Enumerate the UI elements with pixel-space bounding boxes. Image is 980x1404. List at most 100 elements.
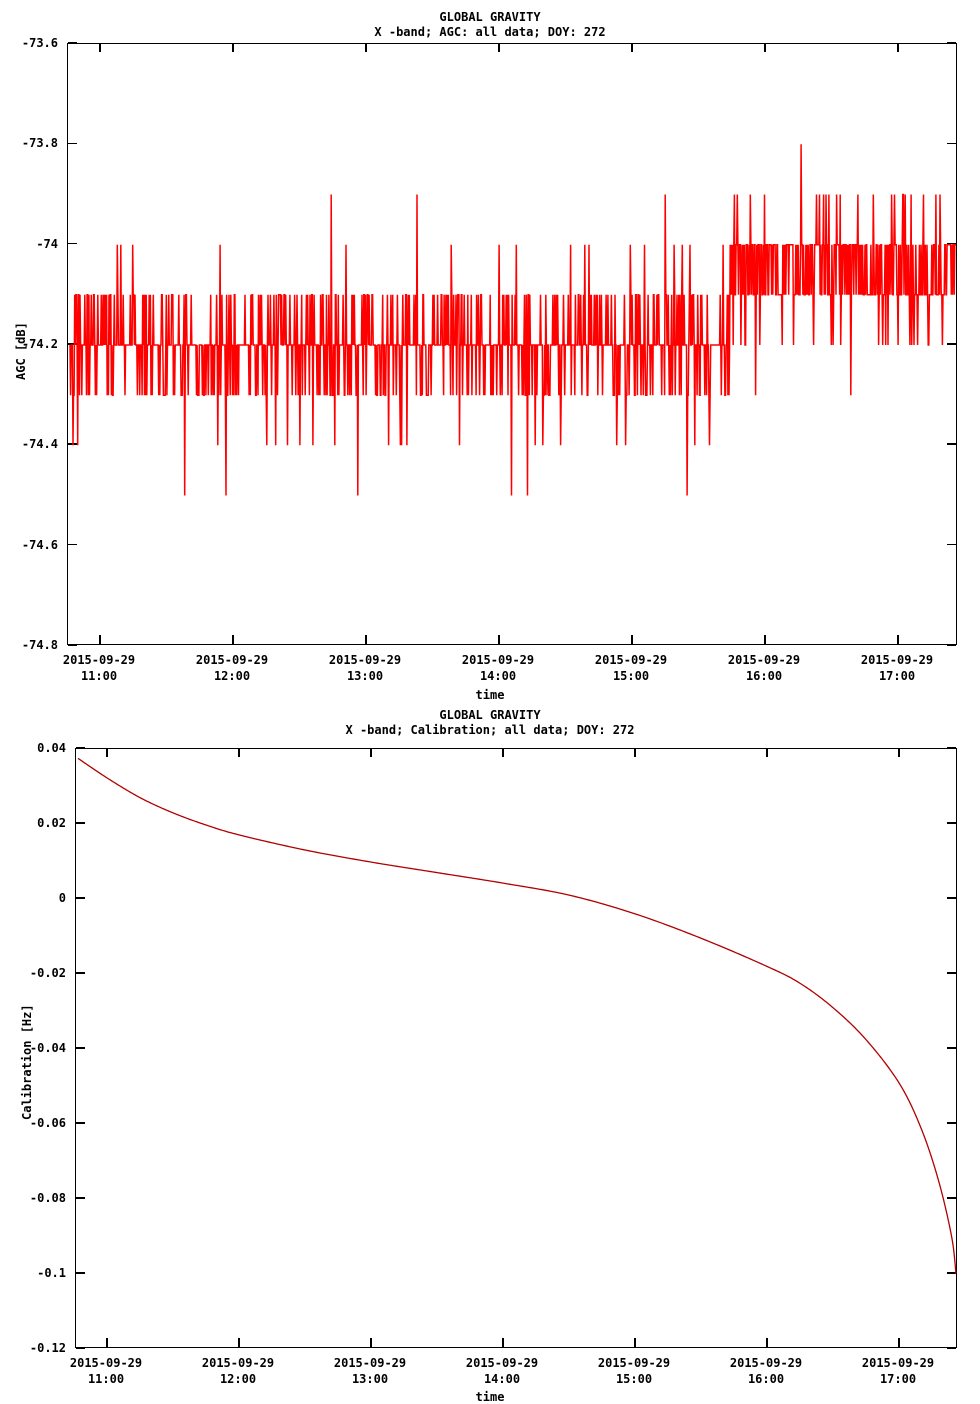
agc-ytick-mark-3	[68, 343, 77, 345]
cal-series-line	[77, 757, 957, 1275]
cal-ytick-label-3: -0.02	[29, 966, 66, 980]
agc-ytick-mark-6	[68, 644, 77, 646]
cal-xtick-date-6: 2015-09-29	[861, 1356, 935, 1370]
cal-xtick-mark-5	[766, 1338, 768, 1347]
cal-ytick-mark-4	[76, 1047, 85, 1049]
cal-xaxis-title: time	[475, 1390, 505, 1404]
cal-xtick-mark-0	[106, 1338, 108, 1347]
cal-xtick-date-4: 2015-09-29	[597, 1356, 671, 1370]
agc-data-canvas	[69, 144, 956, 496]
agc-title-sub: X -band; AGC: all data; DOY: 272	[374, 25, 606, 39]
agc-xtick-date-5: 2015-09-29	[727, 653, 801, 667]
agc-ytick-mark-right-4	[947, 443, 956, 445]
agc-ytick-mark-right-2	[947, 242, 956, 245]
agc-title-block: GLOBAL GRAVITY X -band; AGC: all data; D…	[0, 10, 980, 40]
cal-xtick-label-6: 2015-09-29 17:00	[828, 1355, 968, 1387]
cal-data-canvas	[77, 757, 957, 1275]
cal-ytick-mark-right-1	[947, 822, 956, 824]
agc-xtick-mark-5	[764, 635, 766, 644]
cal-xtick-mark-top-1	[238, 748, 240, 757]
agc-xtick-mark-top-2	[365, 43, 367, 52]
cal-ytick-mark-0	[76, 747, 85, 749]
cal-ytick-mark-3	[76, 972, 85, 974]
agc-xtick-label-4: 2015-09-29 15:00	[561, 652, 701, 684]
agc-ytick-label-5: -74.6	[21, 537, 58, 552]
cal-ytick-mark-right-4	[947, 1047, 956, 1049]
agc-xtick-time-5: 16:00	[745, 669, 783, 683]
cal-xtick-label-0: 2015-09-29 11:00	[36, 1355, 176, 1387]
agc-xtick-date-1: 2015-09-29	[195, 653, 269, 667]
cal-ytick-mark-5	[76, 1122, 85, 1124]
cal-xtick-mark-top-3	[502, 748, 504, 757]
agc-xtick-time-1: 12:00	[213, 669, 251, 683]
agc-ytick-mark-2	[68, 242, 77, 245]
agc-ytick-label-3: -74.2	[21, 336, 58, 351]
cal-ytick-mark-right-5	[947, 1122, 956, 1124]
agc-xtick-date-2: 2015-09-29	[328, 653, 402, 667]
agc-xtick-mark-top-4	[631, 43, 633, 52]
agc-xtick-time-6: 17:00	[878, 669, 916, 683]
agc-ytick-mark-5	[68, 543, 77, 546]
agc-ytick-mark-right-6	[947, 644, 956, 646]
agc-ytick-label-0: -73.6	[21, 36, 58, 50]
agc-xtick-label-1: 2015-09-29 12:00	[162, 652, 302, 684]
cal-xtick-date-1: 2015-09-29	[201, 1356, 275, 1370]
cal-ytick-mark-right-6	[947, 1197, 956, 1199]
agc-ytick-mark-right-3	[947, 343, 956, 345]
cal-ytick-mark-2	[76, 897, 85, 899]
agc-xtick-label-0: 2015-09-29 11:00	[29, 652, 169, 684]
cal-xtick-time-0: 11:00	[87, 1372, 125, 1386]
cal-xtick-mark-top-5	[766, 748, 768, 757]
cal-xtick-date-5: 2015-09-29	[729, 1356, 803, 1370]
agc-xtick-label-6: 2015-09-29 17:00	[827, 652, 967, 684]
cal-ytick-mark-7	[76, 1272, 85, 1274]
cal-ytick-label-6: -0.08	[29, 1191, 66, 1205]
cal-xtick-mark-top-4	[634, 748, 636, 757]
cal-ytick-label-8: -0.12	[29, 1341, 66, 1355]
cal-title-main: GLOBAL GRAVITY	[439, 708, 541, 722]
agc-ytick-label-1: -73.8	[21, 136, 58, 151]
agc-xtick-mark-top-0	[99, 43, 101, 52]
cal-xtick-date-0: 2015-09-29	[69, 1356, 143, 1370]
cal-xtick-mark-top-2	[370, 748, 372, 757]
cal-xtick-date-3: 2015-09-29	[465, 1356, 539, 1370]
agc-xtick-date-6: 2015-09-29	[860, 653, 934, 667]
cal-title-sub: X -band; Calibration; all data; DOY: 272	[345, 723, 635, 737]
cal-xtick-label-4: 2015-09-29 15:00	[564, 1355, 704, 1387]
cal-xtick-mark-1	[238, 1338, 240, 1347]
cal-xtick-mark-top-6	[898, 748, 900, 757]
cal-xtick-time-3: 14:00	[483, 1372, 521, 1386]
agc-xtick-mark-3	[498, 635, 500, 644]
agc-xtick-time-0: 11:00	[80, 669, 118, 683]
agc-xtick-time-2: 13:00	[346, 669, 384, 683]
agc-xtick-date-0: 2015-09-29	[62, 653, 136, 667]
cal-xtick-time-5: 16:00	[747, 1372, 785, 1386]
cal-ytick-mark-right-3	[947, 972, 956, 974]
cal-xtick-time-4: 15:00	[615, 1372, 653, 1386]
cal-xtick-time-1: 12:00	[219, 1372, 257, 1386]
agc-title-main: GLOBAL GRAVITY	[439, 10, 541, 24]
agc-xtick-mark-top-3	[498, 43, 500, 52]
calibration-plot-panel: GLOBAL GRAVITY X -band; Calibration; all…	[0, 700, 980, 1404]
cal-xtick-time-2: 13:00	[351, 1372, 389, 1386]
agc-xtick-label-2: 2015-09-29 13:00	[295, 652, 435, 684]
agc-ytick-mark-0	[68, 42, 77, 44]
agc-xtick-mark-top-6	[897, 43, 899, 52]
cal-ytick-label-0: 0.04	[37, 741, 66, 755]
cal-ytick-label-1: 0.02	[37, 816, 66, 830]
cal-ytick-label-4: -0.04	[29, 1041, 66, 1055]
cal-ytick-mark-6	[76, 1197, 85, 1199]
agc-ytick-label-2: -74	[36, 236, 58, 251]
agc-xtick-mark-top-1	[232, 43, 234, 52]
agc-ytick-mark-right-1	[947, 142, 956, 145]
cal-ytick-label-5: -0.06	[29, 1116, 66, 1130]
agc-xtick-mark-1	[232, 635, 234, 644]
agc-plot-panel: GLOBAL GRAVITY X -band; AGC: all data; D…	[0, 0, 980, 702]
agc-ytick-mark-right-5	[947, 543, 956, 546]
agc-xtick-label-3: 2015-09-29 14:00	[428, 652, 568, 684]
cal-xtick-mark-2	[370, 1338, 372, 1347]
cal-ytick-mark-right-0	[947, 747, 956, 749]
cal-ytick-label-7: -0.1	[37, 1266, 66, 1280]
agc-xtick-mark-top-5	[764, 43, 766, 52]
agc-ytick-label-6: -74.8	[21, 637, 58, 652]
